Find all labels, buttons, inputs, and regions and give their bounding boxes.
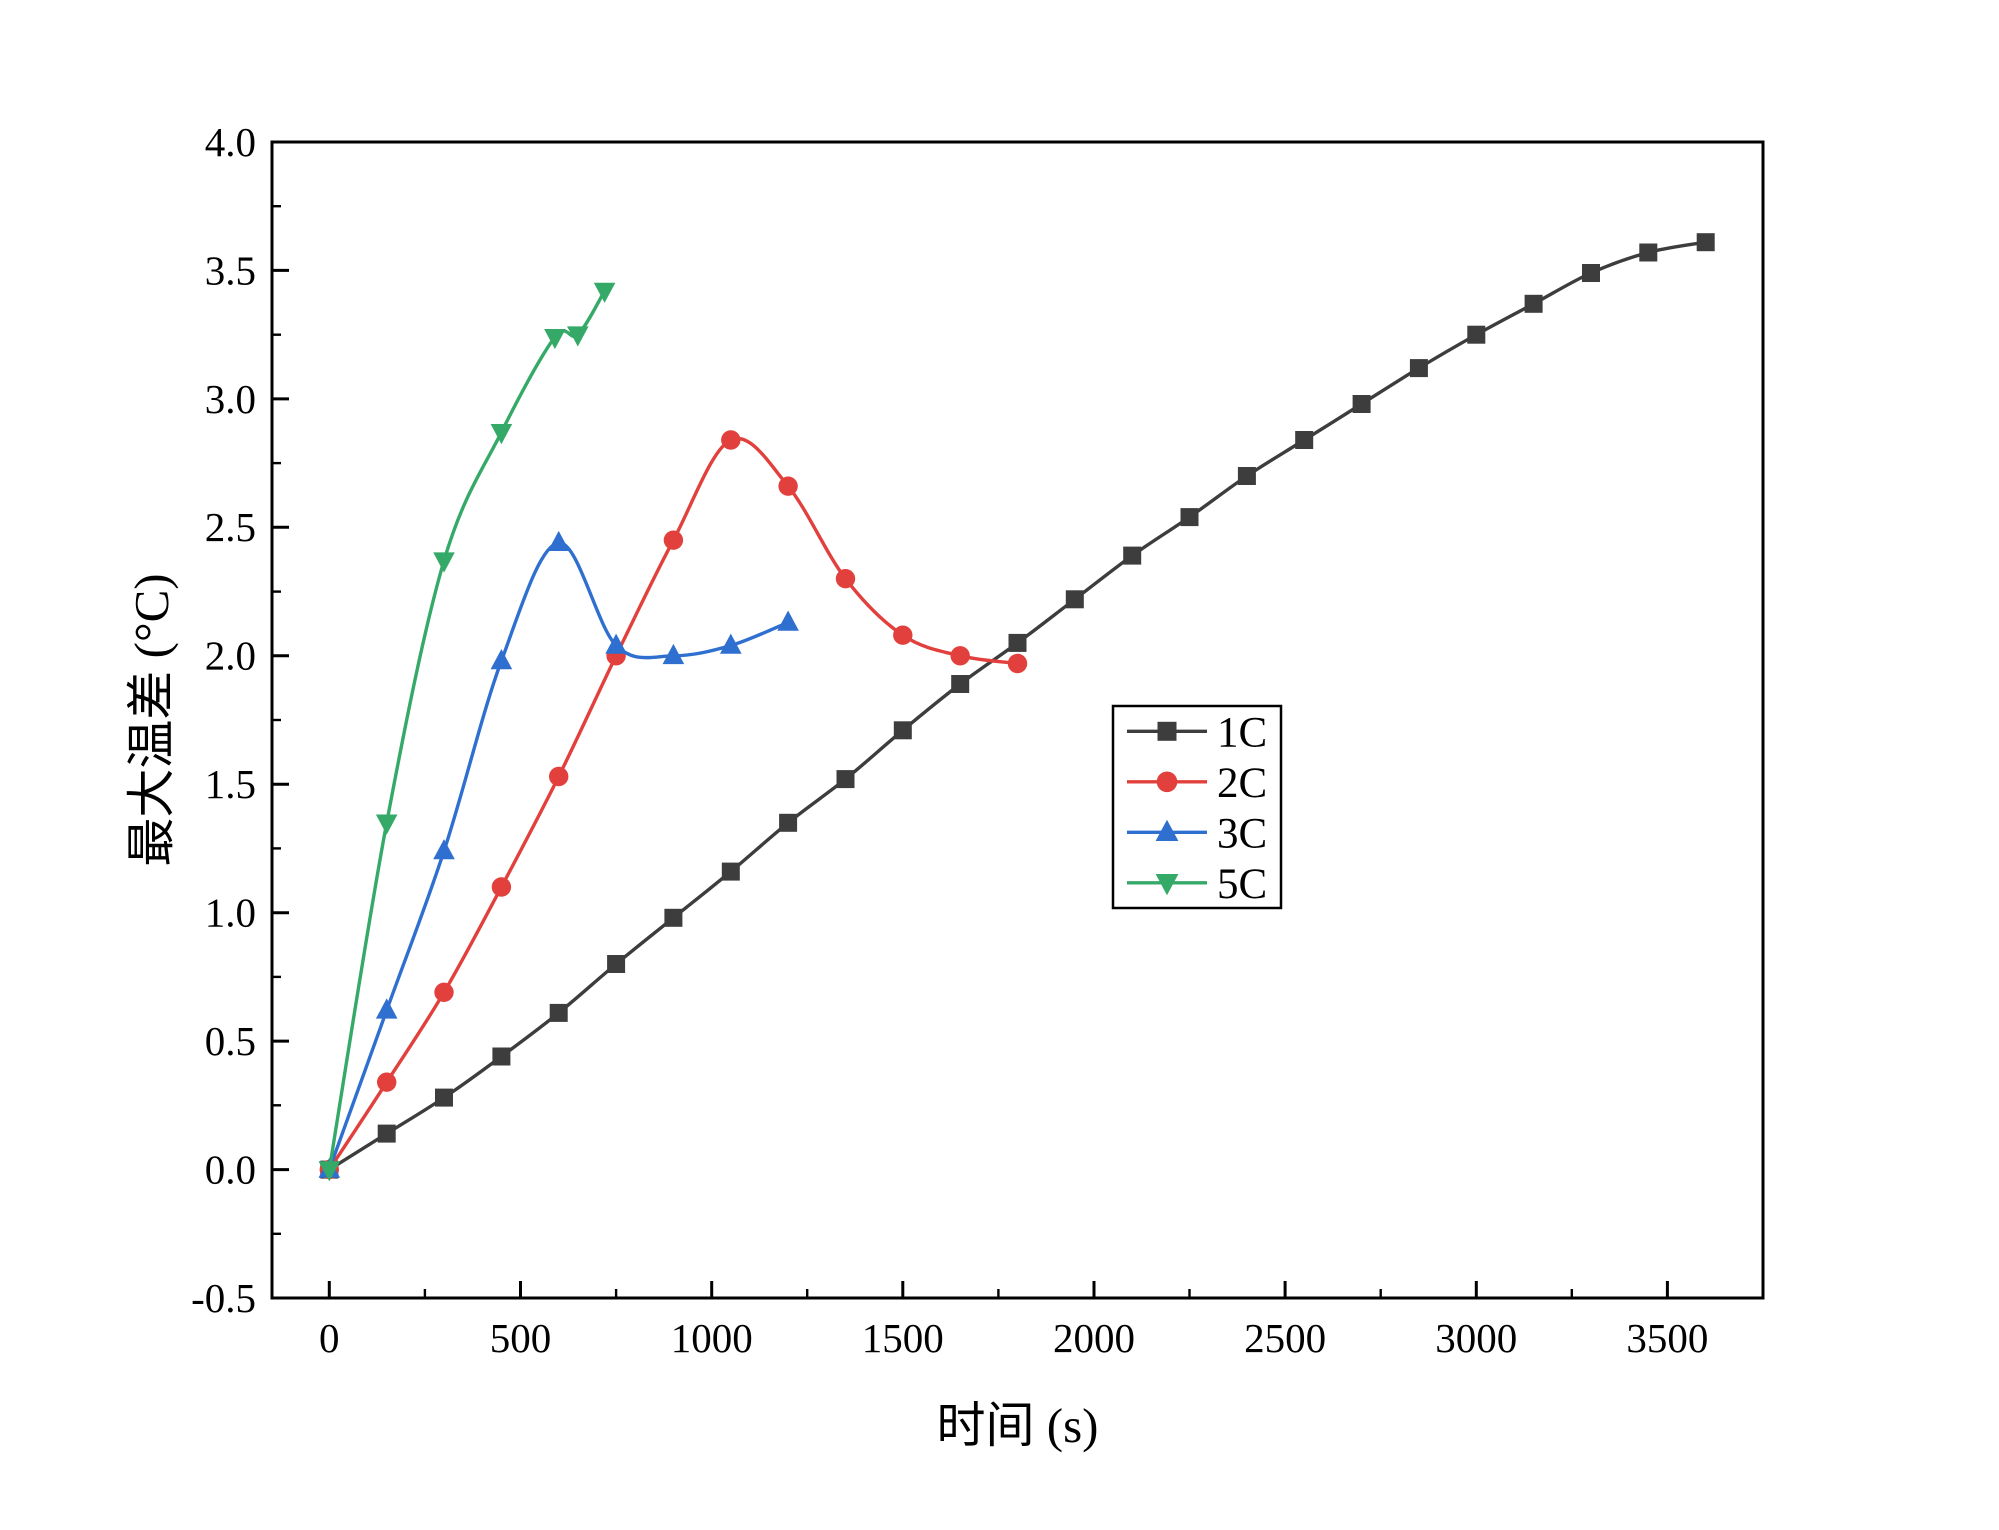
x-tick-label: 0: [319, 1315, 340, 1361]
x-tick-label: 1000: [671, 1315, 753, 1361]
series-line: [327, 240, 1708, 1172]
marker-circle: [778, 476, 798, 496]
marker-square: [1295, 431, 1314, 449]
x-tick-label: 3000: [1435, 1315, 1517, 1361]
y-tick-label: 1.5: [205, 761, 256, 807]
marker-circle: [491, 877, 512, 897]
marker-square: [1065, 590, 1084, 609]
marker-square: [664, 908, 683, 927]
marker-circle: [1156, 771, 1178, 793]
marker-triangle-down: [490, 424, 513, 445]
x-tick-label: 2000: [1053, 1315, 1135, 1361]
marker-circle: [835, 569, 856, 589]
marker-square: [721, 862, 740, 881]
marker-square: [549, 1003, 568, 1022]
marker-triangle-up: [490, 649, 513, 670]
marker-circle: [434, 982, 454, 1002]
x-tick-label: 500: [490, 1315, 552, 1361]
marker-square: [1123, 546, 1142, 565]
y-tick-label: 0.5: [205, 1018, 256, 1064]
marker-circle: [549, 766, 569, 787]
marker-triangle-down: [593, 282, 616, 303]
legend-entry-5C: 5C: [1127, 861, 1267, 908]
x-axis-label: 时间 (s): [937, 1398, 1099, 1453]
marker-square: [1524, 294, 1543, 313]
marker-square: [1008, 633, 1027, 652]
marker-triangle-down: [375, 814, 398, 835]
y-axis-label: 最大温差 (°C): [124, 573, 179, 866]
marker-circle: [663, 530, 684, 550]
legend-entry-3C: 3C: [1127, 810, 1267, 857]
x-tick-label: 2500: [1244, 1315, 1326, 1361]
marker-square: [836, 770, 855, 789]
y-tick-label: -0.5: [191, 1275, 256, 1321]
y-tick-label: 4.0: [205, 119, 256, 165]
marker-triangle-up: [777, 610, 799, 631]
y-tick-label: 3.5: [205, 247, 256, 293]
legend-label: 3C: [1217, 810, 1267, 857]
marker-square: [1467, 325, 1486, 344]
marker-square: [1352, 395, 1371, 413]
x-tick-label: 3500: [1626, 1315, 1708, 1361]
series-3C: [318, 530, 799, 1178]
legend-label: 2C: [1217, 760, 1267, 807]
series-line: [327, 541, 790, 1172]
marker-circle: [1007, 653, 1028, 674]
marker-square: [951, 675, 970, 693]
marker-triangle-up: [375, 998, 398, 1019]
marker-triangle-up: [605, 633, 627, 654]
marker-square: [435, 1088, 453, 1107]
marker-circle: [950, 646, 970, 666]
legend-entry-1C: 1C: [1127, 709, 1267, 756]
series-line: [327, 289, 607, 1172]
marker-square: [1696, 233, 1715, 252]
marker-square: [377, 1124, 396, 1143]
marker-triangle-down: [1155, 874, 1179, 896]
marker-triangle-up: [662, 643, 685, 665]
x-axis: 0 500 1000 1500 2000 2500 3000 3500: [319, 1281, 1708, 1361]
marker-square: [779, 813, 798, 832]
legend-label: 1C: [1217, 709, 1267, 756]
plot-frame: [270, 140, 1765, 1300]
y-tick-label: 3.0: [205, 376, 256, 422]
marker-square: [492, 1047, 511, 1066]
marker-triangle-up: [720, 633, 742, 654]
marker-square: [1582, 264, 1600, 282]
marker-triangle-up: [433, 839, 455, 860]
marker-square: [1639, 243, 1658, 262]
marker-triangle-up: [547, 530, 570, 551]
marker-square: [1409, 359, 1428, 378]
marker-square: [607, 955, 626, 973]
y-axis: -0.5 0.0 0.5 1.0 1.5 2.0 2.5 3.0 3.5 4.0: [191, 119, 289, 1321]
y-tick-label: 2.5: [205, 504, 256, 550]
y-tick-label: 1.0: [205, 890, 256, 936]
marker-square: [1157, 721, 1177, 741]
legend-entry-2C: 2C: [1127, 760, 1267, 807]
legend-label: 5C: [1217, 861, 1267, 908]
marker-triangle-down: [318, 1161, 341, 1182]
marker-circle: [893, 625, 913, 645]
marker-triangle-down: [544, 329, 566, 350]
series-5C: [318, 282, 616, 1182]
series-1C: [320, 233, 1715, 1179]
x-tick-label: 1500: [862, 1315, 944, 1361]
marker-triangle-up: [1155, 819, 1179, 841]
series-2C: [319, 430, 1028, 1180]
marker-square: [893, 721, 912, 740]
marker-square: [1237, 467, 1256, 485]
y-tick-label: 2.0: [205, 633, 256, 679]
marker-circle: [377, 1072, 397, 1092]
marker-triangle-down: [567, 326, 589, 347]
marker-square: [1180, 508, 1199, 527]
legend-box: [1111, 704, 1283, 910]
marker-circle: [721, 430, 741, 450]
marker-triangle-down: [433, 552, 455, 573]
y-tick-label: 0.0: [205, 1147, 256, 1193]
